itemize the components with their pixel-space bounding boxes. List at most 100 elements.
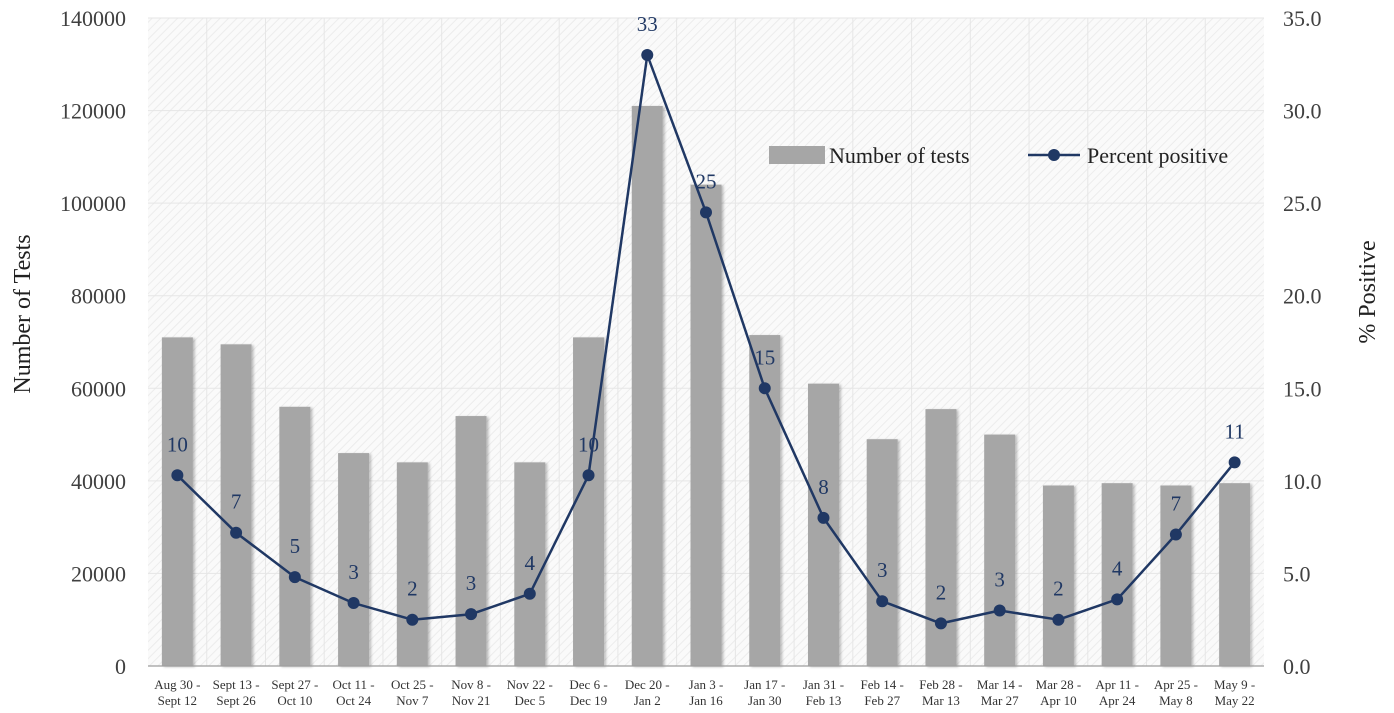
y-axis-right-tick-label: 15.0 (1283, 376, 1322, 401)
y-axis-left-tick-label: 120000 (60, 99, 126, 124)
x-axis-tick-label-line: Aug 30 - (154, 677, 200, 692)
x-axis-tick-label-line: Dec 19 (570, 693, 607, 708)
x-axis-tick-label: Jan 31 -Feb 13 (803, 677, 844, 708)
bar-number-of-tests (161, 337, 193, 666)
x-axis-tick-label-line: Jan 16 (689, 693, 723, 708)
percent-positive-data-label: 10 (578, 432, 599, 456)
percent-positive-point (465, 608, 478, 621)
percent-positive-point (1052, 613, 1065, 626)
percent-positive-point (230, 526, 243, 539)
x-axis-tick-label-line: Mar 14 - (977, 677, 1023, 692)
bar-number-of-tests (690, 184, 722, 666)
percent-positive-point (1169, 528, 1182, 541)
x-axis-tick-label: Nov 8 -Nov 21 (451, 677, 491, 708)
bar-number-of-tests (807, 383, 839, 666)
percent-positive-point (288, 571, 301, 584)
x-axis-tick-label: Mar 14 -Mar 27 (977, 677, 1023, 708)
x-axis-tick-label: Jan 17 -Jan 30 (744, 677, 785, 708)
x-axis-tick-label: Aug 30 -Sept 12 (154, 677, 200, 708)
x-axis-tick-label-line: Feb 27 (864, 693, 900, 708)
x-axis-tick-label: Sept 27 -Oct 10 (271, 677, 318, 708)
y-axis-right-tick-label: 5.0 (1283, 561, 1311, 586)
legend: Number of tests Percent positive (769, 143, 1228, 168)
x-axis-tick-label-line: Jan 3 - (689, 677, 724, 692)
x-axis-tick-label-line: Jan 31 - (803, 677, 844, 692)
percent-positive-point (817, 511, 830, 524)
x-axis-tick-label-line: Feb 13 (806, 693, 842, 708)
bars-number-of-tests (161, 105, 1251, 666)
bar-number-of-tests (1160, 485, 1192, 666)
x-axis-tick-label: Jan 3 -Jan 16 (689, 677, 724, 708)
x-axis-tick-label-line: Jan 30 (748, 693, 782, 708)
percent-positive-data-label: 3 (877, 558, 888, 582)
bar-number-of-tests (1219, 483, 1251, 666)
bar-number-of-tests (455, 416, 487, 666)
percent-positive-point (523, 587, 536, 600)
x-axis-tick-label: Apr 11 -Apr 24 (1095, 677, 1139, 708)
x-axis-tick-label-line: Apr 10 (1040, 693, 1076, 708)
percent-positive-data-label: 5 (290, 534, 301, 558)
x-axis-tick-label-line: Nov 8 - (451, 677, 491, 692)
y-axis-left-tick-label: 60000 (71, 376, 126, 401)
percent-positive-point (1111, 593, 1124, 606)
bar-number-of-tests (220, 344, 252, 666)
bar-number-of-tests (514, 462, 546, 666)
x-axis-tick-label: Apr 25 -May 8 (1154, 677, 1198, 708)
x-axis-tick-label: Oct 25 -Nov 7 (391, 677, 434, 708)
x-axis-tick-label-line: Mar 27 (981, 693, 1019, 708)
percent-positive-point (700, 206, 712, 219)
bar-number-of-tests (984, 434, 1016, 666)
x-axis-tick-label: Dec 20 -Jan 2 (625, 677, 670, 708)
percent-positive-data-label: 2 (1053, 577, 1064, 601)
percent-positive-data-label: 33 (637, 12, 658, 36)
percent-positive-point (347, 597, 360, 610)
x-axis-tick-label-line: Nov 7 (396, 693, 429, 708)
x-axis-tick-label-line: Apr 24 (1099, 693, 1136, 708)
x-axis-tick-label-line: Oct 25 - (391, 677, 434, 692)
bar-number-of-tests (1042, 485, 1074, 666)
legend-swatch-bars (769, 146, 825, 164)
y-axis-right-tick-label: 30.0 (1283, 99, 1322, 124)
x-axis-tick-label-line: Feb 28 - (919, 677, 962, 692)
x-axis-tick-label: Oct 11 -Oct 24 (333, 677, 375, 708)
percent-positive-data-label: 3 (994, 567, 1005, 591)
x-axis-tick-label: Mar 28 -Apr 10 (1036, 677, 1082, 708)
percent-positive-point (406, 613, 419, 626)
x-axis-tick-label-line: Mar 13 (922, 693, 960, 708)
percent-positive-data-label: 4 (525, 551, 536, 575)
percent-positive-point (993, 604, 1006, 617)
percent-positive-point (171, 469, 184, 482)
y-axis-right-tick-label: 20.0 (1283, 284, 1322, 309)
percent-positive-point (582, 469, 595, 482)
percent-positive-data-label: 10 (167, 432, 188, 456)
bar-number-of-tests (396, 462, 428, 666)
y-axis-left-tick-label: 40000 (71, 469, 126, 494)
x-axis-tick-label-line: May 22 (1215, 693, 1255, 708)
x-axis-tick-label-line: Nov 22 - (507, 677, 553, 692)
x-axis-tick-label-line: Oct 10 (277, 693, 312, 708)
y-axis-right-tick-label: 0.0 (1283, 654, 1311, 679)
legend-label-bars: Number of tests (829, 143, 970, 168)
percent-positive-data-label: 15 (754, 345, 775, 369)
x-axis-tick-label-line: Jan 17 - (744, 677, 785, 692)
bar-number-of-tests (338, 453, 370, 666)
y-axis-left-tick-label: 140000 (60, 6, 126, 31)
legend-swatch-marker (1048, 149, 1060, 161)
percent-positive-data-label: 25 (696, 169, 717, 193)
percent-positive-data-label: 11 (1225, 419, 1245, 443)
x-axis-tick-label: Dec 6 -Dec 19 (569, 677, 607, 708)
x-axis-tick-label-line: Oct 24 (336, 693, 372, 708)
x-axis-tick-label: May 9 -May 22 (1214, 677, 1255, 708)
x-axis-tick-label-line: Apr 11 - (1095, 677, 1139, 692)
bar-number-of-tests (1101, 483, 1133, 666)
x-axis-tick-label-line: Sept 12 (158, 693, 197, 708)
x-axis-tick-label: Feb 14 -Feb 27 (861, 677, 904, 708)
y-axis-right-title: % Positive (1355, 240, 1381, 343)
percent-positive-data-label: 8 (818, 475, 829, 499)
y-axis-left-tick-label: 20000 (71, 561, 126, 586)
x-axis-tick-label-line: Sept 26 (216, 693, 256, 708)
x-axis-tick-label-line: Sept 27 - (271, 677, 318, 692)
x-axis-tick-label-line: May 8 (1159, 693, 1193, 708)
y-axis-left-title: Number of Tests (10, 234, 36, 393)
